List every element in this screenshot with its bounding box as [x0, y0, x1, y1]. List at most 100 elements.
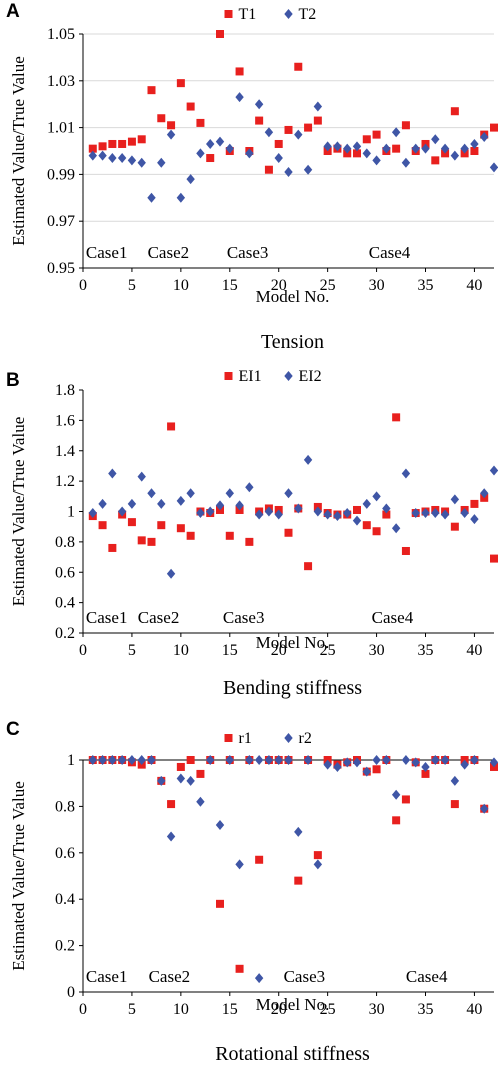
data-point [470, 755, 479, 765]
data-point [206, 506, 215, 517]
data-point [421, 769, 430, 778]
chart-caption: Tension [261, 331, 324, 353]
data-point [294, 62, 303, 71]
x-tick-label: 35 [418, 1001, 434, 1018]
data-point [196, 796, 205, 807]
data-point [176, 773, 186, 784]
data-point [333, 141, 342, 152]
data-point [372, 130, 381, 139]
chart-caption: Bending stiffness [223, 677, 362, 699]
x-tick-label: 10 [173, 1001, 189, 1018]
data-point [392, 144, 401, 153]
data-point [98, 498, 107, 509]
y-tick-label: 0.6 [55, 564, 75, 581]
legend-marker [224, 10, 233, 18]
data-point [215, 136, 225, 147]
x-tick-label: 0 [79, 642, 87, 659]
data-point [450, 494, 460, 505]
data-point [431, 156, 440, 165]
data-point [401, 468, 411, 479]
case-label: Case1 [86, 243, 128, 262]
data-point [196, 508, 205, 519]
data-point [117, 506, 127, 517]
data-point [401, 755, 411, 765]
data-point [411, 508, 420, 519]
data-point [343, 143, 352, 154]
data-point [480, 131, 489, 142]
data-point [313, 851, 322, 860]
case-label: Case3 [227, 243, 269, 262]
data-point [460, 508, 469, 519]
data-point [392, 413, 401, 422]
data-point [215, 500, 225, 511]
data-point [264, 755, 274, 765]
data-point [127, 518, 136, 527]
data-point [98, 521, 107, 530]
data-point [98, 142, 107, 151]
data-point [284, 755, 293, 765]
data-point [235, 92, 244, 103]
data-point [352, 141, 362, 152]
x-tick-label: 30 [369, 277, 385, 294]
x-tick-label: 0 [79, 277, 87, 294]
x-tick-label: 40 [466, 277, 482, 294]
data-point [303, 454, 313, 465]
legend-marker [284, 733, 293, 743]
case-label: Case4 [406, 967, 448, 986]
data-point [245, 482, 254, 493]
x-tick-label: 40 [466, 1001, 482, 1018]
data-point [127, 155, 137, 166]
x-tick-label: 25 [320, 1001, 336, 1018]
legend-label: EI2 [299, 368, 322, 385]
x-tick-label: 5 [128, 642, 136, 659]
data-point [235, 500, 244, 511]
legend-label: EI1 [239, 368, 262, 385]
data-point [108, 755, 117, 765]
data-point [254, 509, 264, 520]
data-point [284, 167, 293, 178]
data-point [206, 755, 215, 765]
data-point [264, 506, 274, 517]
data-point [440, 755, 450, 765]
case-label: Case1 [86, 608, 128, 627]
x-tick-label: 10 [173, 277, 189, 294]
data-point [157, 157, 166, 168]
legend-label: r2 [299, 730, 312, 747]
data-point [206, 138, 215, 149]
data-point [401, 795, 410, 804]
data-point [225, 488, 234, 499]
data-point [127, 498, 137, 509]
data-point [167, 422, 176, 431]
data-point [391, 127, 401, 138]
data-point [489, 465, 498, 476]
data-point [382, 755, 391, 765]
data-point [362, 498, 371, 509]
data-point [254, 99, 264, 110]
data-point [382, 503, 391, 514]
case-label: Case4 [372, 608, 414, 627]
data-point [88, 150, 97, 161]
data-point [157, 521, 166, 530]
data-point [411, 143, 420, 154]
y-tick-label: 1.05 [47, 26, 75, 43]
x-tick-label: 0 [79, 1001, 87, 1018]
data-point [137, 536, 146, 545]
data-point [401, 546, 410, 555]
data-point [186, 756, 195, 764]
data-point [333, 761, 342, 772]
data-point [186, 488, 195, 499]
x-tick-label: 20 [271, 277, 287, 294]
data-point [362, 766, 371, 777]
data-point [362, 148, 371, 159]
data-point [98, 755, 107, 765]
x-tick-label: 35 [418, 277, 434, 294]
x-tick-label: 30 [369, 1001, 385, 1018]
data-point [313, 101, 323, 112]
data-point [450, 800, 459, 809]
data-point [225, 143, 234, 154]
legend-marker [284, 9, 293, 19]
data-point [460, 143, 469, 154]
data-point [127, 137, 136, 146]
data-point [176, 524, 185, 533]
x-tick-label: 5 [128, 1001, 136, 1018]
